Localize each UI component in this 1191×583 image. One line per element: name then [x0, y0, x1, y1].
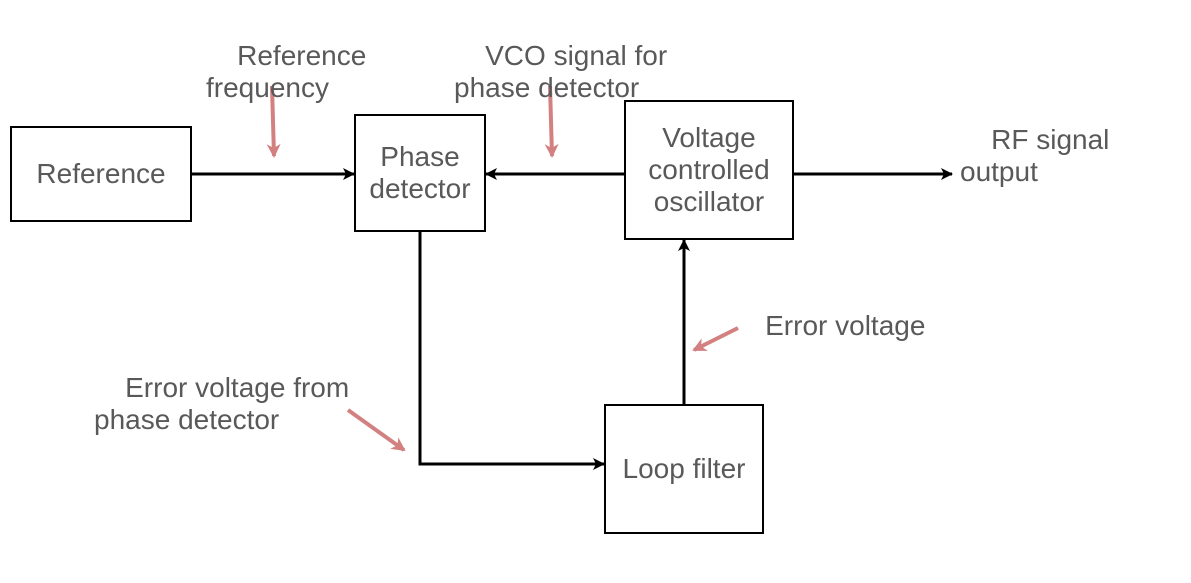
- annot-err-from-pd-text: Error voltage from phase detector: [94, 372, 349, 435]
- annot-err-voltage-text: Error voltage: [765, 310, 925, 341]
- node-loop-filter: Loop filter: [604, 404, 764, 534]
- annot-err-from-pd: Error voltage from phase detector: [94, 340, 349, 469]
- output-label: RF signal output: [960, 92, 1109, 221]
- annot-err-voltage: Error voltage: [734, 278, 925, 375]
- annot-arrow-err-voltage: [694, 328, 738, 350]
- node-phase-label: Phase detector: [356, 141, 484, 205]
- annot-vco-signal-text: VCO signal for phase detector: [454, 40, 667, 103]
- node-reference-label: Reference: [36, 158, 165, 190]
- node-loop-label: Loop filter: [623, 453, 746, 485]
- annot-arrow-err-from-pd: [348, 410, 404, 450]
- annot-ref-freq: Reference frequency: [206, 8, 366, 137]
- edge-phase-to-loop: [420, 232, 604, 464]
- annot-vco-signal: VCO signal for phase detector: [454, 8, 667, 137]
- output-label-text: RF signal output: [960, 124, 1109, 187]
- pll-block-diagram: Reference Phase detector Voltage control…: [0, 0, 1191, 583]
- annot-ref-freq-text: Reference frequency: [206, 40, 366, 103]
- node-reference: Reference: [10, 126, 192, 222]
